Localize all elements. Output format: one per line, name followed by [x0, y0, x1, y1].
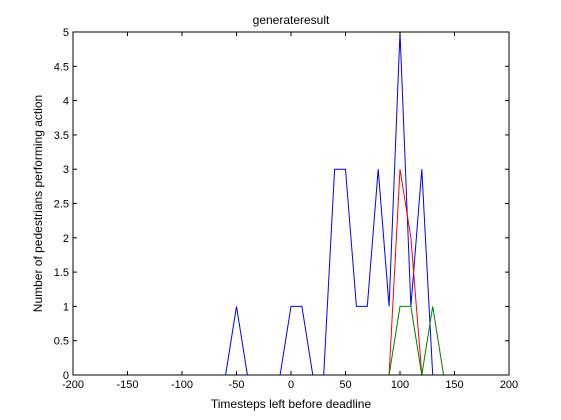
y-tick-label: 2 — [63, 233, 69, 245]
x-tick-label: 0 — [288, 379, 294, 391]
plot-frame — [72, 31, 510, 376]
y-tick-label: 3 — [63, 164, 69, 176]
x-tick-label: -50 — [229, 379, 245, 391]
series-line-green — [388, 305, 445, 376]
x-tick-label: 50 — [339, 379, 351, 391]
y-tick-label: 5 — [63, 27, 69, 39]
x-tick-label: 200 — [500, 379, 518, 391]
series-line-red — [388, 169, 423, 376]
x-tick-label: -100 — [171, 379, 193, 391]
x-tick-label: 150 — [445, 379, 463, 391]
y-axis-label: Number of pedestrians performing action — [31, 95, 45, 312]
y-tick-label: 1.5 — [54, 267, 69, 279]
x-tick-label: -200 — [62, 379, 84, 391]
x-tick-label: -150 — [116, 379, 138, 391]
y-tick-label: 4.5 — [54, 61, 69, 73]
plot-area — [73, 32, 509, 375]
x-axis-label: Timesteps left before deadline — [211, 397, 372, 411]
y-tick-label: 4 — [63, 96, 69, 108]
y-tick-label: 2.5 — [54, 199, 69, 211]
x-tick-label: 100 — [391, 379, 409, 391]
y-tick-label: 0.5 — [54, 336, 69, 348]
y-tick-label: 3.5 — [54, 130, 69, 142]
y-tick-label: 0 — [63, 370, 69, 382]
y-tick-label: 1 — [63, 301, 69, 313]
tick-layer: -200 -150 -100 -50 0 50 100 150 200 0 0.5 1 1.5 2 2.5 3… — [54, 27, 518, 391]
chart-title: generateresult — [253, 13, 330, 27]
